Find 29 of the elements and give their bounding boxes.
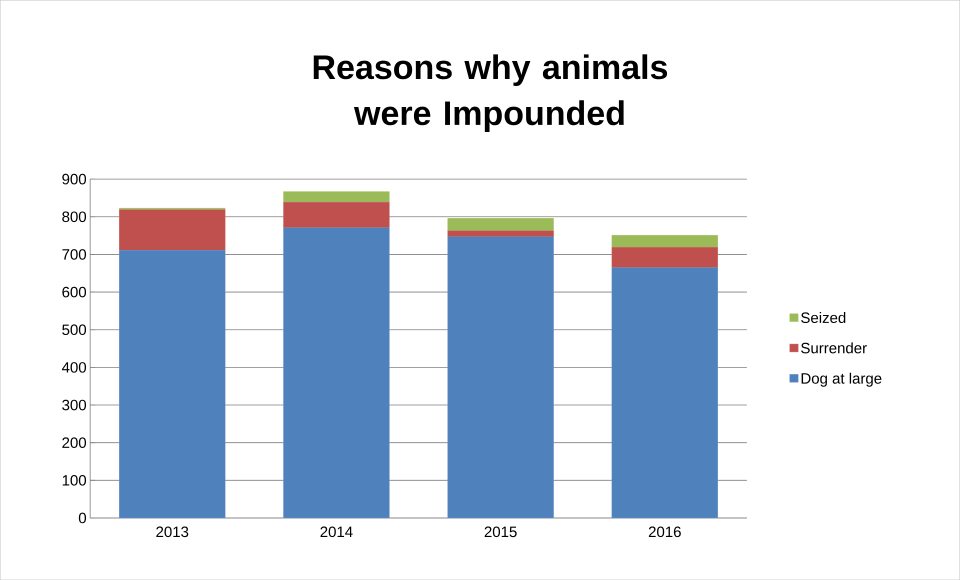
legend-label: Seized: [801, 312, 846, 323]
legend-label: Surrender: [801, 342, 867, 354]
x-tick-label: 2014: [320, 526, 353, 538]
bar: [447, 230, 554, 237]
bar: [612, 267, 718, 518]
bar: [119, 250, 226, 518]
bar: [447, 236, 554, 518]
bar: [283, 191, 390, 202]
bar: [447, 218, 554, 231]
bar: [612, 234, 718, 248]
y-tick-label: 900: [62, 174, 86, 184]
y-tick-label: 200: [62, 437, 86, 448]
y-tick-label: 600: [62, 286, 86, 298]
y-tick-label: 400: [62, 362, 86, 373]
bar: [612, 246, 718, 268]
y-tick-label: 800: [62, 211, 86, 222]
bar: [119, 209, 226, 250]
x-tick-label: 2015: [484, 526, 517, 538]
x-tick-label: 2016: [648, 526, 681, 538]
y-tick-label: 300: [62, 400, 86, 410]
y-tick-label: 0: [78, 512, 86, 524]
y-tick-label: 700: [62, 249, 86, 260]
legend-label: Dog at large: [802, 372, 882, 387]
y-tick-label: 100: [62, 474, 86, 486]
bar: [283, 227, 390, 518]
bar: [283, 202, 390, 228]
chart-title: Reasons why animals were Impounded: [314, 54, 668, 132]
y-tick-label: 500: [62, 324, 86, 335]
x-tick-label: 2013: [156, 526, 188, 538]
